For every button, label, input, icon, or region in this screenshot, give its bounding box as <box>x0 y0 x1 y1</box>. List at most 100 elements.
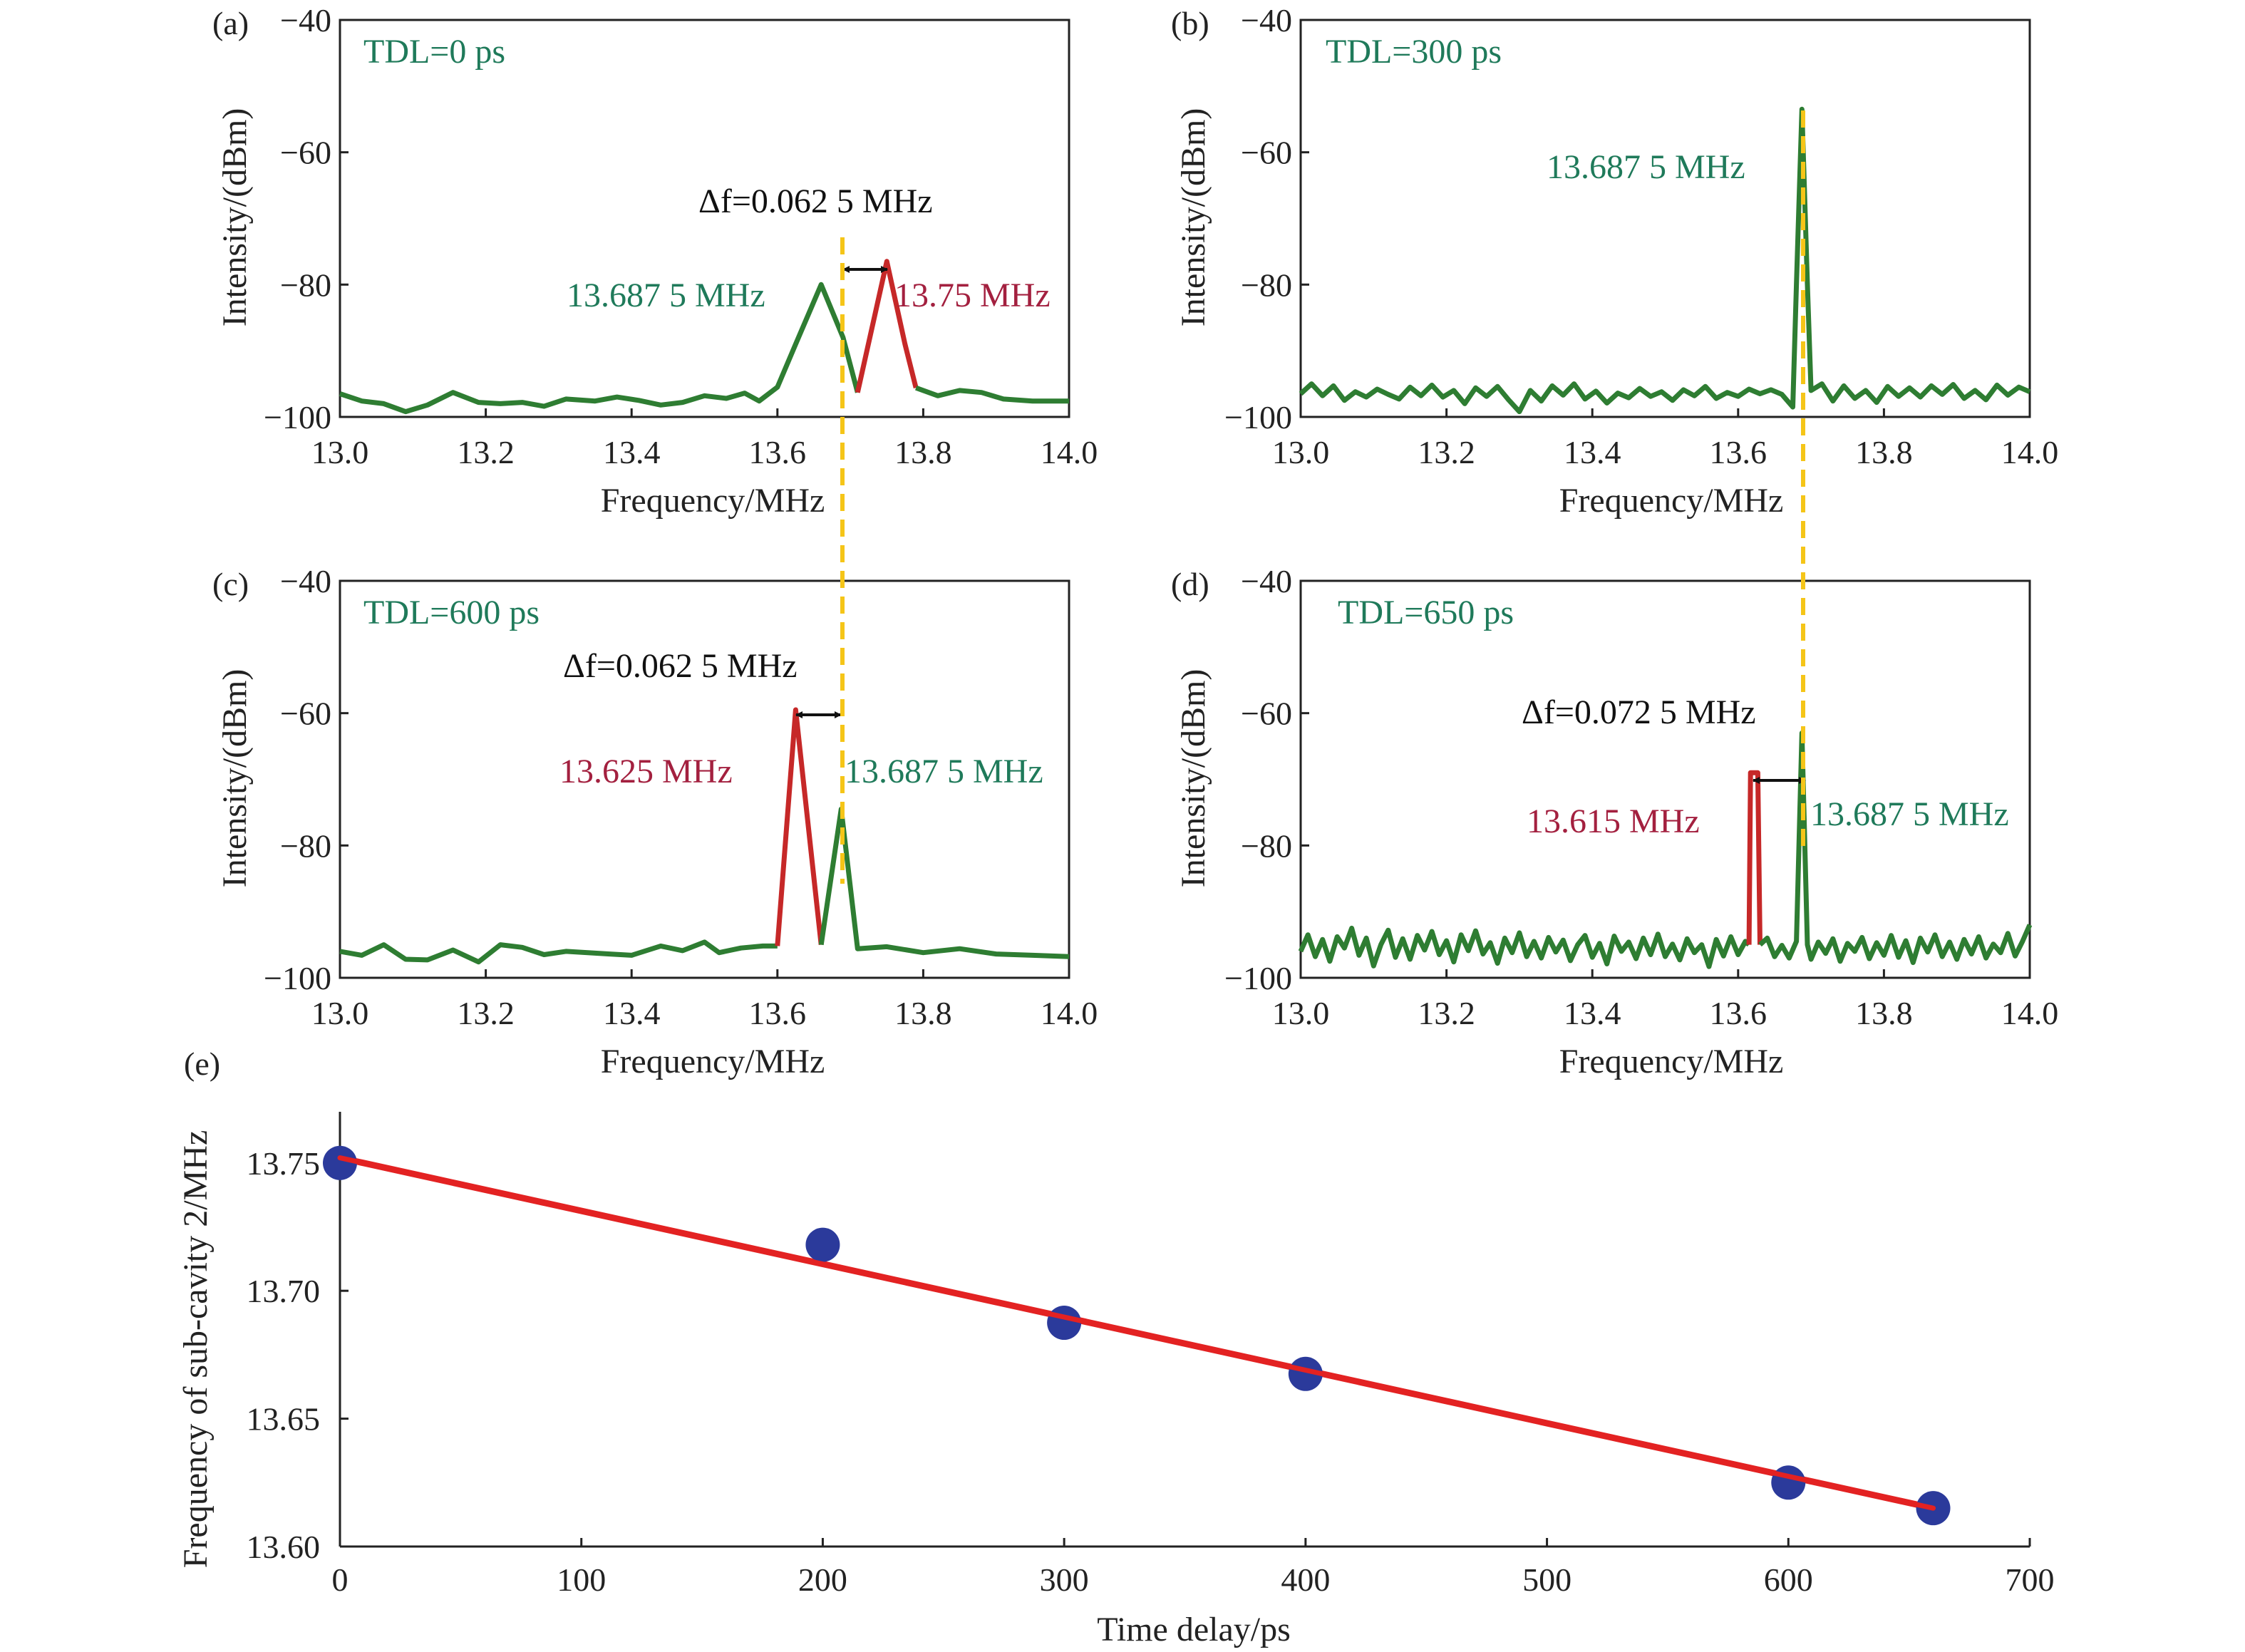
panel-e-series <box>323 1145 1951 1526</box>
panel-b-series-green <box>1299 106 2031 415</box>
panel-e-ytick-label: 13.65 <box>247 1401 321 1437</box>
panel-c-series-red <box>775 707 824 946</box>
panel-d: (d) 13.0 13.2 13.4 13.6 13.8 14.0 −100 −80 −60 −4… <box>1171 563 2058 1080</box>
panel-c-ticks: 13.0 13.2 13.4 13.6 13.8 14.0 −100 −80 −60 −40 <box>264 563 1098 1031</box>
panel-e-ytick-label: 13.75 <box>247 1145 321 1182</box>
panel-c-ytick-label: −40 <box>280 563 331 599</box>
panel-c-xtick-label: 13.8 <box>894 995 952 1031</box>
panel-e-xtick-label: 200 <box>798 1561 847 1598</box>
panel-a-ytick-label: −100 <box>264 399 331 435</box>
panel-d-xtick-label: 13.0 <box>1272 995 1330 1031</box>
panel-e-data-point <box>323 1145 357 1180</box>
panel-a-title: TDL=0 ps <box>363 33 505 71</box>
panel-c-title: TDL=600 ps <box>363 594 540 631</box>
panel-e-data-point <box>805 1227 840 1262</box>
panel-b-xlabel: Frequency/MHz <box>1559 482 1784 520</box>
panel-e-xlabel: Time delay/ps <box>1097 1611 1291 1648</box>
panel-e-data-point <box>1288 1356 1323 1391</box>
panel-b-xtick-label: 13.8 <box>1855 434 1913 470</box>
panel-d-xtick-label: 13.6 <box>1710 995 1767 1031</box>
panel-d-ytick-label: −60 <box>1241 696 1292 732</box>
panel-e-xtick-label: 300 <box>1040 1561 1089 1598</box>
panel-b-xtick-label: 13.4 <box>1564 434 1621 470</box>
panel-a-xlabel: Frequency/MHz <box>601 482 825 520</box>
panel-d-peak-green-label: 13.687 5 MHz <box>1810 795 2009 833</box>
panel-e-data-point <box>1771 1465 1806 1500</box>
panel-a-xtick-label: 14.0 <box>1041 434 1098 470</box>
panel-d-frame <box>1299 579 2031 979</box>
panel-c-xtick-label: 13.0 <box>311 995 369 1031</box>
panel-d-ytick-label: −80 <box>1241 827 1292 864</box>
panel-a-xtick-label: 13.0 <box>311 434 369 470</box>
panel-c-frame <box>339 579 1070 979</box>
panel-d-letter: (d) <box>1171 566 1209 602</box>
panel-e-xtick-label: 0 <box>332 1561 349 1598</box>
panel-e-fit-line-overlay <box>337 1155 1936 1511</box>
panel-c-ytick-label: −100 <box>264 960 331 996</box>
panel-d-xtick-label: 14.0 <box>2001 995 2059 1031</box>
panel-d-peak-red-label: 13.615 MHz <box>1527 802 1700 840</box>
panel-e-ylabel: Frequency of sub-cavity 2/MHz <box>177 1130 215 1569</box>
panel-c-xlabel: Frequency/MHz <box>601 1043 825 1080</box>
panel-a-ylabel: Intensity/(dBm) <box>216 108 254 327</box>
panel-a-xtick-label: 13.2 <box>457 434 515 470</box>
panel-b-title: TDL=300 ps <box>1326 33 1502 71</box>
panel-e-data-point <box>1047 1306 1082 1341</box>
panel-b-ylabel: Intensity/(dBm) <box>1175 108 1212 327</box>
panel-a-xtick-label: 13.8 <box>894 434 952 470</box>
panel-d-xtick-label: 13.2 <box>1418 995 1475 1031</box>
panel-c-ylabel: Intensity/(dBm) <box>216 669 254 888</box>
panel-d-series <box>1298 731 2033 969</box>
panel-e-xtick-label: 400 <box>1281 1561 1330 1598</box>
panel-d-ylabel: Intensity/(dBm) <box>1175 669 1212 888</box>
panel-e-ticks: 0 100 200 300 400 500 600 700 13.60 13.65 13.70 13.… <box>247 1112 2055 1598</box>
panel-c-peak-green-label: 13.687 5 MHz <box>845 753 1043 790</box>
panel-a-series <box>339 259 1069 415</box>
panel-c-ytick-label: −80 <box>280 827 331 864</box>
panel-e-ytick-label: 13.70 <box>247 1273 321 1309</box>
panel-b-xtick-label: 13.6 <box>1710 434 1767 470</box>
panel-c-series-green <box>339 939 778 965</box>
panel-a-ticks: 13.0 13.2 13.4 13.6 13.8 14.0 −100 −80 −60 −40 <box>264 2 1098 470</box>
panel-d-series-green <box>1758 731 2033 966</box>
panel-c-delta-label: Δf=0.062 5 MHz <box>563 647 798 685</box>
panel-e-xtick-label: 100 <box>557 1561 606 1598</box>
panel-d-title: TDL=650 ps <box>1338 594 1514 631</box>
panel-c-xtick-label: 13.2 <box>457 995 515 1031</box>
panel-b-xtick-label: 14.0 <box>2001 434 2059 470</box>
panel-b-xtick-label: 13.2 <box>1418 434 1475 470</box>
panel-a-xtick-label: 13.6 <box>749 434 807 470</box>
panel-e: (e) 0 100 200 300 400 500 600 700 13.60 13.65 13.7… <box>177 1046 2055 1648</box>
panel-d-ticks: 13.0 13.2 13.4 13.6 13.8 14.0 −100 −80 −60 −40 <box>1224 563 2058 1031</box>
panel-a-series-green <box>915 385 1069 404</box>
panel-e-ytick-label: 13.60 <box>247 1529 321 1565</box>
panel-c-letter: (c) <box>212 566 249 602</box>
panel-e-xtick-label: 700 <box>2006 1561 2055 1598</box>
panel-c-series <box>339 707 1070 965</box>
panel-c-xtick-label: 14.0 <box>1041 995 1098 1031</box>
panel-c-xtick-label: 13.6 <box>749 995 807 1031</box>
panel-a-letter: (a) <box>212 5 249 41</box>
panel-d-delta-label: Δf=0.072 5 MHz <box>1522 693 1756 731</box>
panel-b: (b) 13.0 13.2 13.4 13.6 13.8 14.0 −100 −80 −60 −4… <box>1171 2 2058 520</box>
panel-d-ytick-label: −40 <box>1241 563 1292 599</box>
panel-d-ytick-label: −100 <box>1224 960 1292 996</box>
panel-a-xtick-label: 13.4 <box>603 434 661 470</box>
panel-e-letter: (e) <box>184 1046 220 1082</box>
panel-c-peak-red-label: 13.625 MHz <box>559 753 733 790</box>
panel-c: (c) 13.0 13.2 13.4 13.6 13.8 14.0 −100 −80 −60 −4… <box>212 563 1098 1080</box>
panel-e-xtick-label: 500 <box>1522 1561 1572 1598</box>
panel-d-xtick-label: 13.4 <box>1564 995 1621 1031</box>
panel-b-ytick-label: −60 <box>1241 135 1292 171</box>
panel-d-series-red <box>1746 770 1763 945</box>
panel-b-xtick-label: 13.0 <box>1272 434 1330 470</box>
panel-c-series-green <box>818 806 1070 959</box>
panel-c-xtick-label: 13.4 <box>603 995 661 1031</box>
panel-a-ytick-label: −40 <box>280 2 331 38</box>
panel-a-ytick-label: −60 <box>280 135 331 171</box>
panel-b-ticks: 13.0 13.2 13.4 13.6 13.8 14.0 −100 −80 −60 −40 <box>1224 2 2058 470</box>
panel-c-ytick-label: −60 <box>280 696 331 732</box>
panel-a-series-green <box>339 282 860 415</box>
panel-b-ytick-label: −40 <box>1241 2 1292 38</box>
